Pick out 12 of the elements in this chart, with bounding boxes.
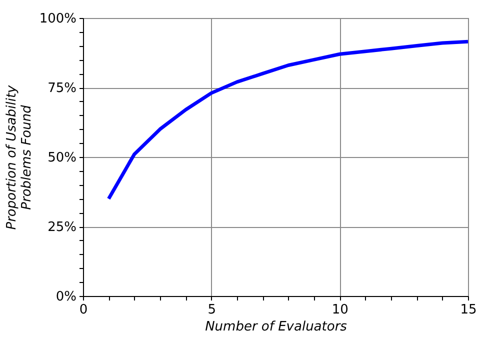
y-tick-label: 25%	[48, 220, 76, 235]
x-axis-title: Number of Evaluators	[205, 320, 348, 334]
x-tick-label: 5	[208, 302, 216, 318]
x-tick-label: 0	[79, 302, 88, 318]
y-tick-label: 75%	[48, 81, 76, 96]
y-axis-title: Proportion of Usability Problems Found	[4, 84, 34, 230]
y-tick-label: 50%	[48, 150, 76, 166]
x-tick-label: 10	[332, 302, 348, 318]
y-tick-label: 0%	[56, 290, 76, 304]
line-series	[106, 40, 468, 200]
y-tick-label: 100%	[39, 12, 76, 26]
x-tick-label: 15	[460, 302, 477, 318]
